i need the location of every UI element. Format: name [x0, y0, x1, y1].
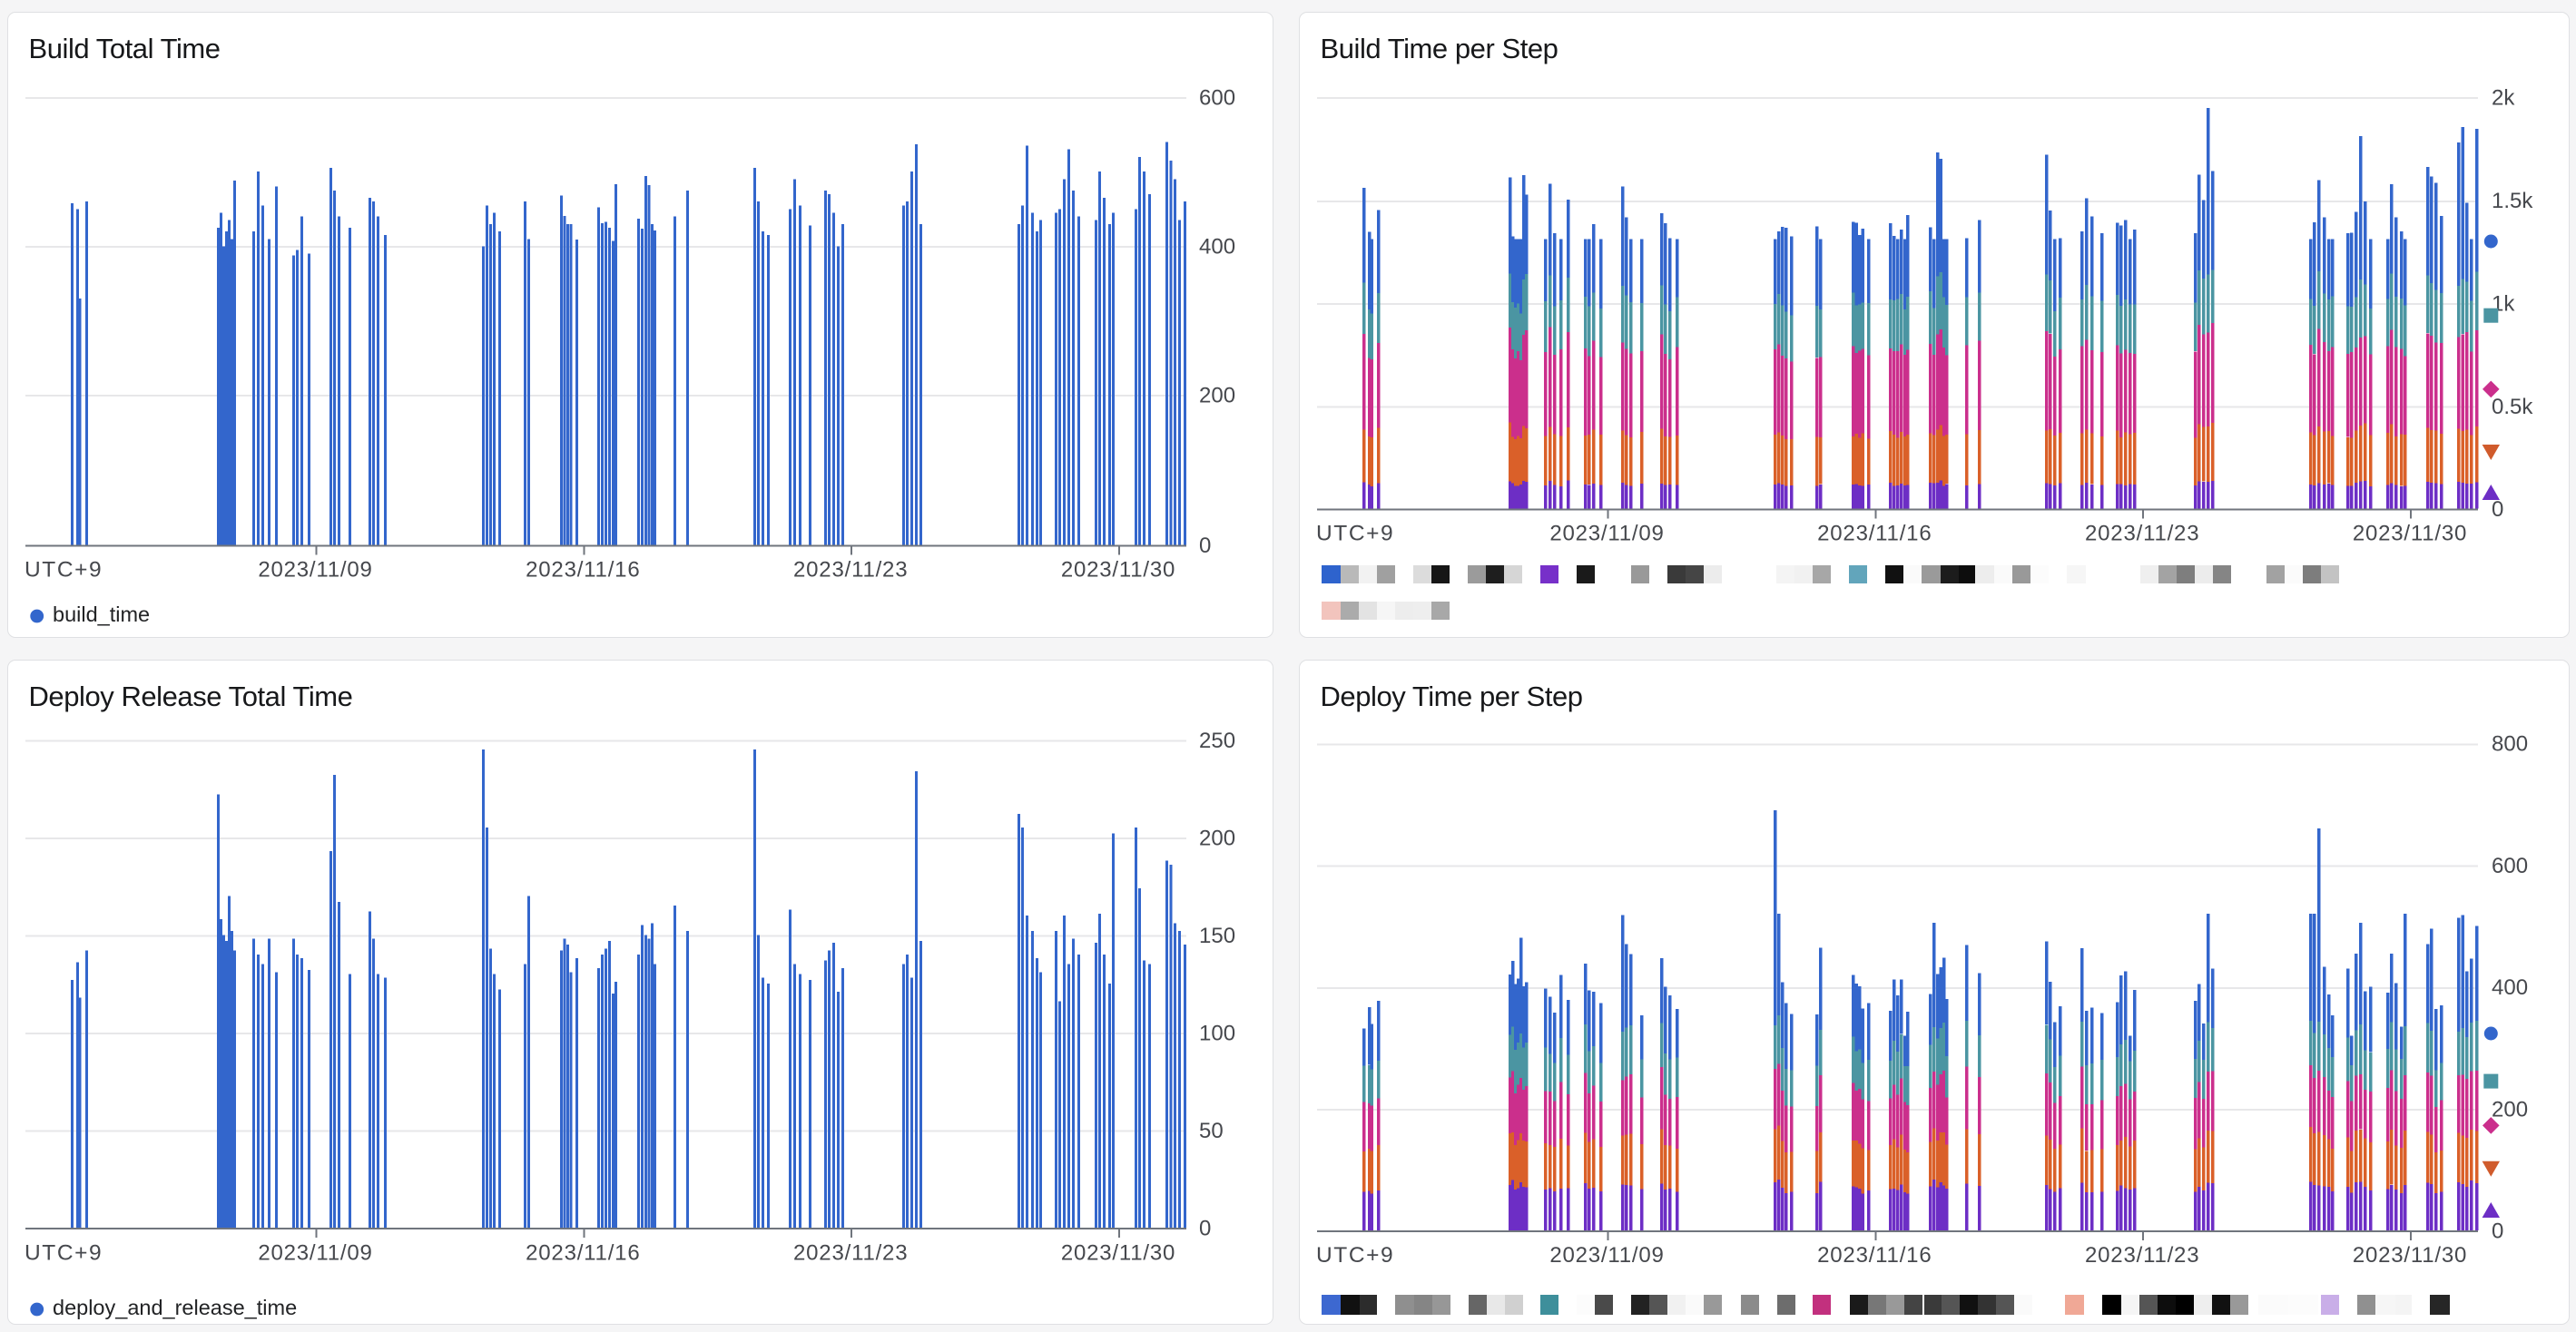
svg-text:0: 0 [1199, 534, 1211, 558]
svg-text:2023/11/30: 2023/11/30 [1061, 558, 1175, 583]
svg-text:2023/11/09: 2023/11/09 [258, 1241, 372, 1266]
svg-text:UTC+9: UTC+9 [1316, 1243, 1394, 1268]
svg-text:2023/11/23: 2023/11/23 [793, 558, 908, 583]
svg-text:2023/11/09: 2023/11/09 [1549, 522, 1664, 546]
svg-text:250: 250 [1199, 729, 1235, 753]
svg-text:build_time: build_time [53, 602, 150, 626]
svg-text:deploy_and_release_time: deploy_and_release_time [53, 1296, 297, 1319]
svg-text:2023/11/23: 2023/11/23 [2085, 522, 2199, 546]
svg-text:600: 600 [1199, 85, 1235, 110]
svg-text:200: 200 [1199, 826, 1235, 850]
svg-text:Deploy Release Total Time: Deploy Release Total Time [29, 681, 353, 712]
svg-text:0.5k: 0.5k [2492, 395, 2533, 419]
svg-text:2023/11/16: 2023/11/16 [526, 1241, 640, 1266]
svg-text:200: 200 [1199, 383, 1235, 407]
svg-text:2023/11/23: 2023/11/23 [793, 1241, 908, 1266]
svg-text:150: 150 [1199, 924, 1235, 948]
svg-text:2023/11/16: 2023/11/16 [526, 558, 640, 583]
svg-text:0: 0 [1199, 1216, 1211, 1240]
svg-text:Deploy Time per Step: Deploy Time per Step [1321, 681, 1583, 712]
svg-text:50: 50 [1199, 1119, 1224, 1143]
svg-text:2023/11/16: 2023/11/16 [1817, 1243, 1932, 1268]
svg-text:2023/11/30: 2023/11/30 [2353, 1243, 2467, 1268]
svg-text:2k: 2k [2492, 85, 2515, 110]
svg-text:2023/11/16: 2023/11/16 [1817, 522, 1932, 546]
svg-text:2023/11/09: 2023/11/09 [1549, 1243, 1664, 1268]
svg-text:200: 200 [2492, 1097, 2528, 1121]
svg-text:800: 800 [2492, 732, 2528, 757]
svg-text:Build Total Time: Build Total Time [29, 33, 221, 64]
svg-text:UTC+9: UTC+9 [25, 1241, 103, 1266]
svg-text:2023/11/23: 2023/11/23 [2085, 1243, 2199, 1268]
svg-text:UTC+9: UTC+9 [1316, 522, 1394, 546]
svg-text:Build Time per Step: Build Time per Step [1321, 33, 1558, 64]
svg-text:600: 600 [2492, 854, 2528, 878]
svg-text:UTC+9: UTC+9 [25, 558, 103, 583]
svg-text:0: 0 [2492, 497, 2503, 522]
svg-text:400: 400 [1199, 234, 1235, 259]
svg-text:100: 100 [1199, 1021, 1235, 1045]
svg-text:2023/11/09: 2023/11/09 [258, 558, 372, 583]
svg-text:2023/11/30: 2023/11/30 [1061, 1241, 1175, 1266]
svg-text:2023/11/30: 2023/11/30 [2353, 522, 2467, 546]
svg-text:0: 0 [2492, 1219, 2503, 1243]
svg-text:1.5k: 1.5k [2492, 189, 2533, 213]
svg-text:400: 400 [2492, 975, 2528, 1000]
